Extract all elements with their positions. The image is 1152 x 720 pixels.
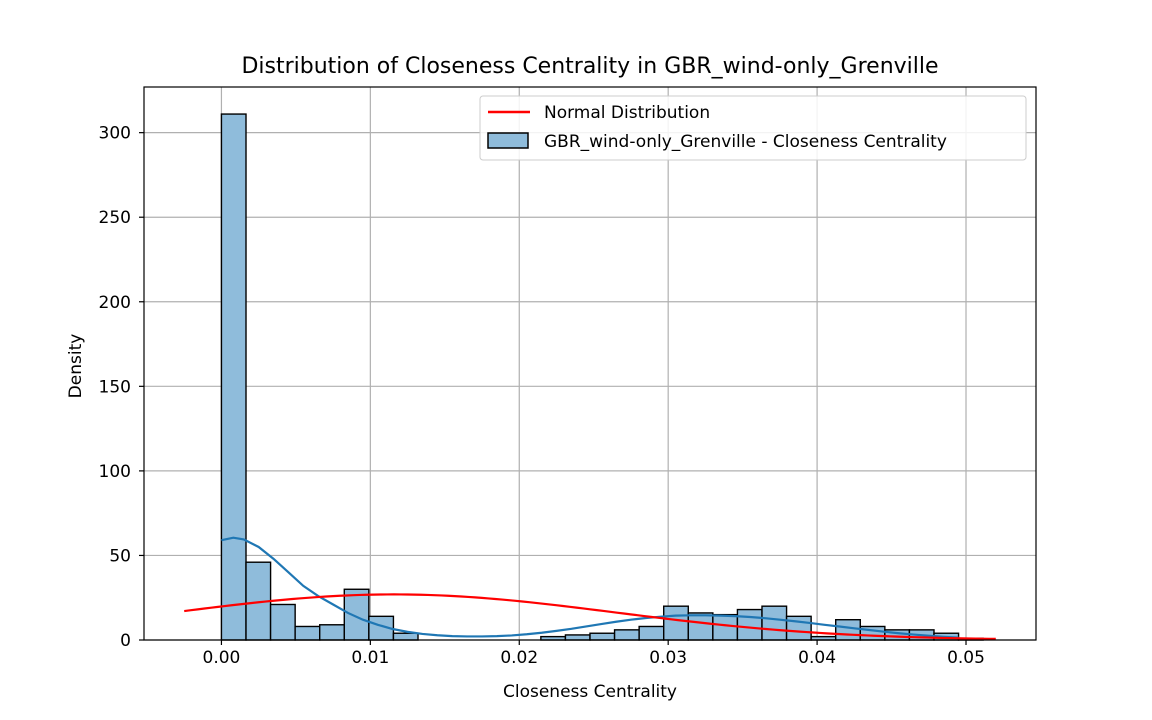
y-tick-label: 0 — [120, 631, 131, 651]
legend-normal-label: Normal Distribution — [544, 103, 710, 123]
histogram-bar — [564, 634, 591, 641]
histogram-bar — [638, 625, 665, 641]
x-tick-label: 0.01 — [351, 648, 389, 668]
kde-curve — [221, 536, 959, 639]
legend-box — [479, 95, 1027, 161]
histogram-bar — [392, 632, 419, 641]
histogram-bar — [613, 629, 640, 641]
y-tick-label: 300 — [99, 124, 131, 144]
histogram-bar — [712, 613, 739, 641]
histogram-bar — [319, 624, 345, 641]
histogram-bar — [835, 619, 861, 641]
histogram-bar — [343, 588, 370, 641]
histogram-bar — [294, 625, 321, 641]
histogram-bar — [687, 612, 714, 641]
histogram-bar — [663, 605, 689, 641]
y-tick-label: 200 — [99, 293, 131, 313]
legend-histogram-patch — [487, 132, 529, 149]
histogram-bar — [220, 113, 247, 641]
y-tick-label: 50 — [109, 546, 131, 566]
curves — [184, 536, 996, 640]
plot-frame — [143, 86, 1037, 641]
y-axis-label: Density — [66, 334, 86, 399]
axis-ticks: 0.00 0.01 0.02 0.03 0.04 0.05 0 50 100 150 200 250 3… — [99, 124, 985, 668]
histogram-bar — [269, 603, 296, 641]
x-tick-label: 0.03 — [649, 648, 687, 668]
chart-title: Distribution of Closeness Centrality in … — [241, 54, 938, 79]
legend: Normal Distribution GBR_wind-only_Grenvi… — [479, 95, 1027, 161]
x-axis-label: Closeness Centrality — [503, 682, 677, 702]
histogram-bar — [761, 605, 788, 641]
normal-distribution-curve — [184, 593, 996, 640]
histogram-bar — [736, 608, 763, 641]
x-tick-label: 0.02 — [500, 648, 538, 668]
x-tick-label: 0.00 — [203, 648, 241, 668]
y-tick-label: 150 — [99, 377, 131, 397]
x-tick-label: 0.05 — [947, 648, 985, 668]
y-tick-label: 100 — [99, 462, 131, 482]
grid — [144, 87, 1036, 641]
x-tick-label: 0.04 — [798, 648, 836, 668]
y-tick-label: 250 — [99, 208, 131, 228]
histogram-bars — [220, 113, 984, 641]
legend-histogram-label: GBR_wind-only_Grenville - Closeness Cent… — [544, 132, 947, 152]
histogram-bar — [589, 632, 616, 641]
